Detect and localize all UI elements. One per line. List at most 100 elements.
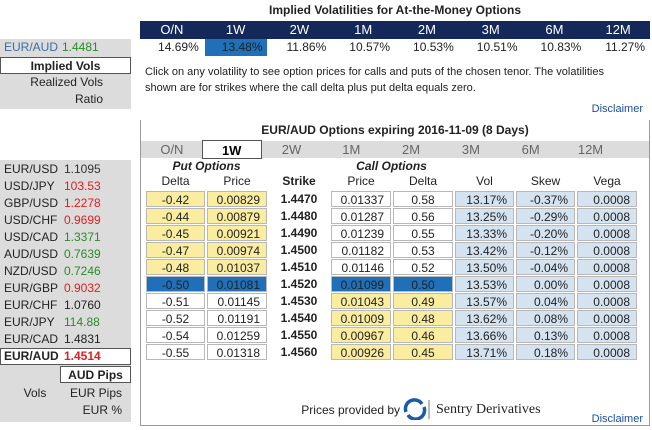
chain-cell[interactable]: 0.56: [393, 208, 453, 224]
quote-rate[interactable]: 114.88: [64, 315, 100, 329]
chain-cell[interactable]: 0.01009: [331, 310, 391, 326]
chain-cell[interactable]: -0.37%: [516, 191, 575, 207]
quote-pair[interactable]: USD/CAD: [4, 230, 59, 244]
chain-cell[interactable]: 0.04%: [516, 293, 575, 309]
pair-label[interactable]: EUR/AUD: [4, 40, 59, 54]
menu-item[interactable]: Implied Vols: [0, 57, 131, 74]
chain-cell[interactable]: 0.49: [393, 293, 453, 309]
chain-cell[interactable]: 13.17%: [455, 191, 514, 207]
footer-disclaimer[interactable]: Disclaimer: [591, 413, 643, 425]
tenor-tab[interactable]: 3M: [461, 142, 480, 157]
chain-cell[interactable]: -0.54: [146, 327, 205, 343]
chain-cell[interactable]: 0.50: [393, 276, 453, 292]
chain-cell[interactable]: 0.00974: [207, 242, 267, 258]
chain-cell[interactable]: 13.33%: [455, 225, 514, 241]
quote-rate[interactable]: 1.2278: [64, 196, 101, 210]
chain-cell[interactable]: 0.01037: [207, 259, 267, 275]
tenor-tab[interactable]: 2W: [281, 142, 302, 157]
chain-cell[interactable]: -0.42: [146, 191, 205, 207]
chain-cell[interactable]: 0.01182: [331, 242, 391, 258]
chain-cell[interactable]: 0.0008: [577, 208, 637, 224]
chain-cell[interactable]: -0.55: [146, 344, 205, 360]
quote-rate[interactable]: 1.4831: [64, 332, 101, 346]
quote-pair[interactable]: EUR/USD: [4, 162, 59, 176]
chain-cell[interactable]: 13.62%: [455, 310, 514, 326]
chain-cell[interactable]: 0.01191: [207, 310, 267, 326]
chain-cell[interactable]: -0.51: [146, 293, 205, 309]
chain-cell[interactable]: -0.50: [146, 276, 205, 292]
quote-pair[interactable]: NZD/USD: [4, 264, 58, 278]
chain-cell[interactable]: 13.66%: [455, 327, 514, 343]
menu-item[interactable]: Realized Vols: [30, 75, 103, 89]
chain-cell[interactable]: 13.71%: [455, 344, 514, 360]
units-option[interactable]: EUR %: [82, 403, 122, 417]
chain-cell[interactable]: 0.01318: [207, 344, 267, 360]
quote-pair[interactable]: GBP/USD: [4, 196, 59, 210]
chain-cell[interactable]: 0.0008: [577, 344, 637, 360]
quote-pair[interactable]: EUR/CAD: [4, 332, 59, 346]
chain-cell[interactable]: 0.0008: [577, 225, 637, 241]
quote-rate[interactable]: 0.9032: [64, 281, 101, 295]
quote-rate[interactable]: 0.9699: [64, 213, 101, 227]
chain-cell[interactable]: -0.20%: [516, 225, 575, 241]
chain-cell[interactable]: 0.0008: [577, 310, 637, 326]
chain-cell[interactable]: 0.0008: [577, 276, 637, 292]
chain-cell[interactable]: 0.01259: [207, 327, 267, 343]
quote-rate[interactable]: 0.7246: [64, 264, 101, 278]
quote-rate[interactable]: 1.4514: [64, 349, 101, 363]
atm-vol[interactable]: 10.57%: [349, 40, 390, 54]
tenor-tab[interactable]: 1M: [342, 142, 361, 157]
chain-cell[interactable]: 0.00926: [331, 344, 391, 360]
quote-rate[interactable]: 1.3371: [64, 230, 101, 244]
units-selected[interactable]: AUD Pips: [60, 366, 131, 383]
chain-cell[interactable]: 0.00967: [331, 327, 391, 343]
chain-cell[interactable]: 13.53%: [455, 276, 514, 292]
chain-cell[interactable]: 0.01099: [331, 276, 391, 292]
quote-pair[interactable]: EUR/GBP: [4, 281, 59, 295]
chain-cell[interactable]: 0.01337: [331, 191, 391, 207]
quote-pair[interactable]: EUR/JPY: [4, 315, 55, 329]
chain-cell[interactable]: 0.0008: [577, 191, 637, 207]
chain-cell[interactable]: 0.00829: [207, 191, 267, 207]
quote-rate[interactable]: 0.7639: [64, 247, 101, 261]
chain-cell[interactable]: -0.04%: [516, 259, 575, 275]
chain-cell[interactable]: -0.45: [146, 225, 205, 241]
atm-vol[interactable]: 11.86%: [286, 40, 327, 54]
quote-pair[interactable]: EUR/AUD: [4, 349, 59, 363]
chain-cell[interactable]: 0.13%: [516, 327, 575, 343]
chain-cell[interactable]: 0.01043: [331, 293, 391, 309]
atm-vol[interactable]: 11.27%: [605, 40, 645, 54]
quote-pair[interactable]: USD/CHF: [4, 213, 58, 227]
tenor-tab[interactable]: 12M: [577, 142, 604, 157]
chain-cell[interactable]: 0.01081: [207, 276, 267, 292]
chain-cell[interactable]: 0.08%: [516, 310, 575, 326]
quote-rate[interactable]: 103.53: [64, 179, 101, 193]
chain-cell[interactable]: 13.57%: [455, 293, 514, 309]
units-option[interactable]: EUR Pips: [69, 386, 122, 400]
atm-vol[interactable]: 14.69%: [158, 40, 199, 54]
quote-pair[interactable]: AUD/USD: [4, 247, 59, 261]
chain-cell[interactable]: 0.01146: [331, 259, 391, 275]
chain-cell[interactable]: 0.00%: [516, 276, 575, 292]
tenor-tab[interactable]: 2M: [402, 142, 421, 157]
quote-pair[interactable]: EUR/CHF: [4, 298, 58, 312]
atm-disclaimer[interactable]: Disclaimer: [591, 103, 643, 115]
chain-cell[interactable]: 0.00921: [207, 225, 267, 241]
chain-cell[interactable]: -0.47: [146, 242, 205, 258]
chain-cell[interactable]: 0.18%: [516, 344, 575, 360]
quote-pair[interactable]: USD/JPY: [4, 179, 55, 193]
chain-cell[interactable]: 0.01287: [331, 208, 391, 224]
atm-vol[interactable]: 10.51%: [476, 40, 518, 54]
chain-cell[interactable]: 0.0008: [577, 293, 637, 309]
chain-cell[interactable]: 0.53: [393, 242, 453, 258]
chain-cell[interactable]: 0.0008: [577, 259, 637, 275]
atm-vol[interactable]: 13.48%: [204, 39, 267, 56]
chain-cell[interactable]: 0.01239: [331, 225, 391, 241]
tenor-tab[interactable]: 1W: [201, 140, 262, 159]
quote-rate[interactable]: 1.0760: [64, 298, 101, 312]
menu-item[interactable]: Ratio: [74, 92, 103, 106]
chain-cell[interactable]: 13.42%: [455, 242, 514, 258]
chain-cell[interactable]: 0.0008: [577, 242, 637, 258]
chain-cell[interactable]: 0.48: [393, 310, 453, 326]
chain-cell[interactable]: 13.25%: [455, 208, 514, 224]
